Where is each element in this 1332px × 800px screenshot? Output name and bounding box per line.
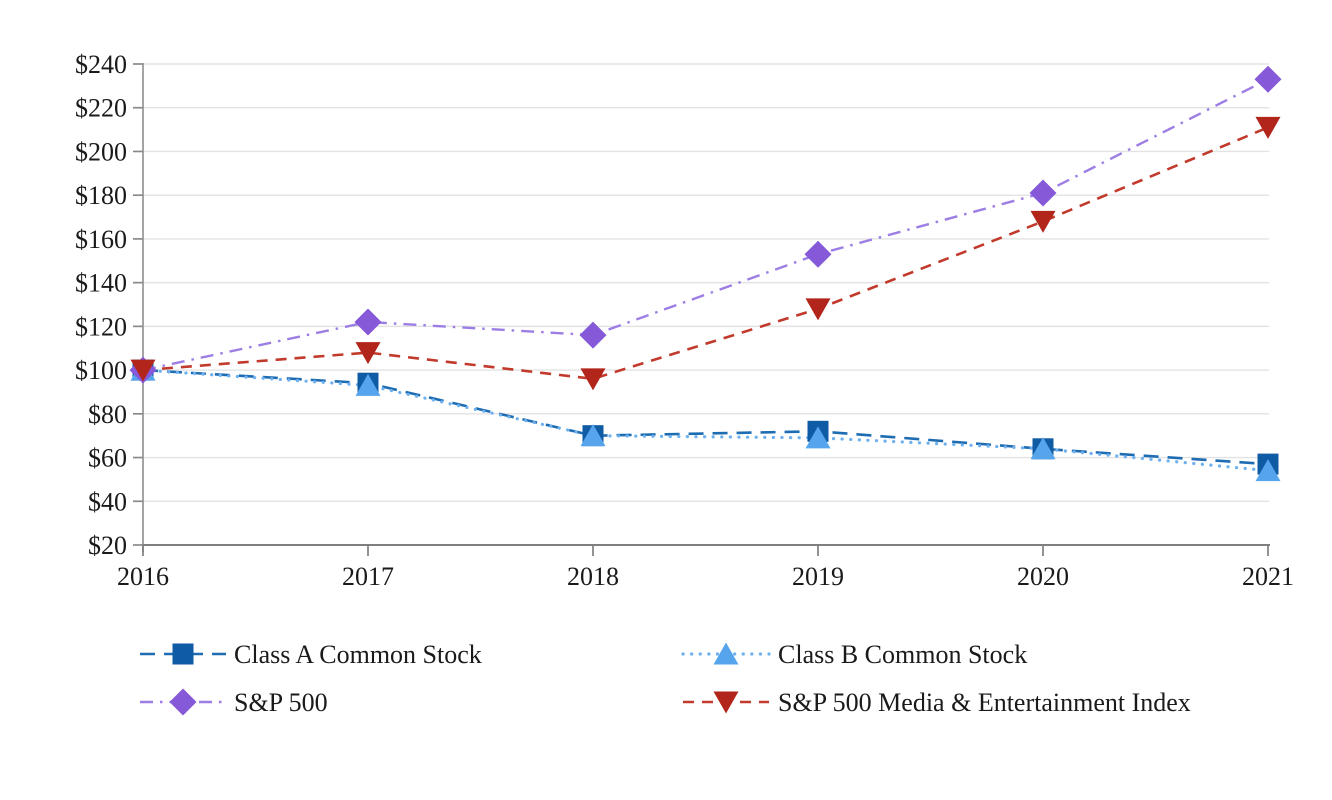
x-axis-label: 2016 [117, 562, 169, 591]
legend-item-class-b-common-stock: Class B Common Stock [681, 640, 1027, 669]
series-class-b-common-stock-line [141, 368, 1270, 473]
legend-triangle-up-marker [713, 642, 739, 665]
series-class-b-common-stock-marker [1030, 437, 1056, 460]
x-axis-label: 2017 [342, 562, 394, 591]
series-s-p-500-media-entertainment-index-line [142, 126, 1269, 381]
x-axis-label: 2018 [567, 562, 619, 591]
legend-triangle-down-marker [713, 691, 739, 714]
series-s-p-500-marker [579, 321, 607, 349]
x-axis-label: 2021 [1242, 562, 1294, 591]
x-axis-label: 2020 [1017, 562, 1069, 591]
x-axis-label: 2019 [792, 562, 844, 591]
series-class-b-common-stock-marker [1255, 459, 1281, 482]
series-s-p-500-media-entertainment-index-marker [805, 298, 831, 321]
y-axis-label: $240 [75, 50, 127, 79]
y-axis-label: $140 [75, 269, 127, 298]
legend-square-marker [172, 643, 194, 665]
series-class-a-common-stock-line [142, 368, 1269, 466]
legend-diamond-marker [169, 688, 197, 716]
legend-item-s-p-500: S&P 500 [140, 688, 328, 717]
y-axis-label: $220 [75, 94, 127, 123]
y-axis-label: $100 [75, 356, 127, 385]
series-s-p-500-marker [354, 308, 382, 336]
y-axis-label: $80 [88, 400, 127, 429]
y-axis-label: $160 [75, 225, 127, 254]
legend-label: S&P 500 [234, 688, 328, 717]
series-s-p-500-media-entertainment-index-marker [1255, 116, 1281, 139]
series-class-b-common-stock-marker [580, 424, 606, 447]
series-s-p-500-media-entertainment-index-marker [580, 368, 606, 391]
legend-item-class-a-common-stock: Class A Common Stock [140, 640, 482, 669]
legend-label: Class A Common Stock [234, 640, 482, 669]
legend-label: Class B Common Stock [778, 640, 1027, 669]
y-axis-label: $200 [75, 137, 127, 166]
series-class-b-common-stock-marker [355, 373, 381, 396]
y-axis-label: $60 [88, 444, 127, 473]
series-s-p-500-marker [1254, 65, 1282, 93]
series-s-p-500-media-entertainment-index-marker [355, 342, 381, 365]
y-axis-label: $40 [88, 487, 127, 516]
series-s-p-500-marker [1029, 179, 1057, 207]
series-s-p-500-media-entertainment-index-marker [130, 359, 156, 382]
y-axis-label: $120 [75, 312, 127, 341]
y-axis-label: $20 [88, 531, 127, 560]
y-axis-label: $180 [75, 181, 127, 210]
series-s-p-500-media-entertainment-index-marker [1030, 210, 1056, 233]
series-class-b-common-stock-marker [805, 426, 831, 449]
series-s-p-500-marker [804, 240, 832, 268]
legend-label: S&P 500 Media & Entertainment Index [778, 688, 1191, 717]
legend-item-s-p-500-media-entertainment-index: S&P 500 Media & Entertainment Index [683, 688, 1191, 717]
